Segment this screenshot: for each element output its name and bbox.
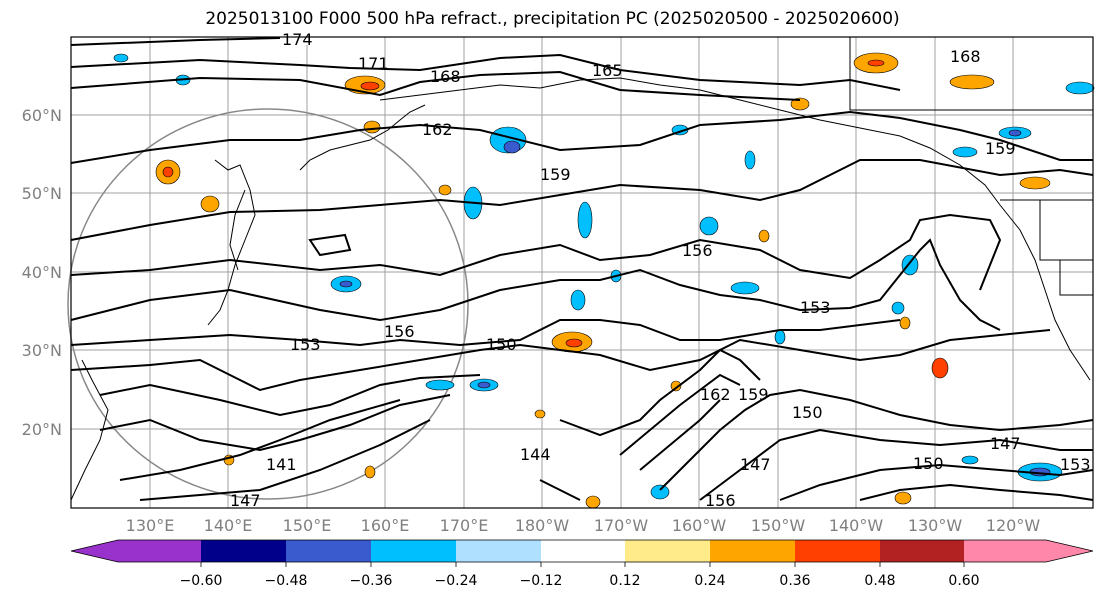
- contour-label-147-east: 147: [990, 434, 1021, 453]
- colorbar-segment: [541, 540, 625, 562]
- contour-label-156-bottom: 156: [705, 491, 736, 510]
- colorbar-tick-label: −0.60: [180, 573, 223, 589]
- colorbar-segment: [456, 540, 541, 562]
- contour-label-174: 174: [282, 30, 313, 49]
- lon-label-170w: 170°W: [594, 516, 649, 535]
- lon-label-140e: 140°E: [204, 516, 253, 535]
- contour-label-165: 165: [592, 61, 623, 80]
- contour-label-162: 162: [422, 120, 453, 139]
- map-frame: [70, 36, 1094, 509]
- contour-label-153-east: 153: [800, 298, 831, 317]
- colorbar-segment: [795, 540, 880, 562]
- contour-label-147: 147: [230, 491, 261, 510]
- contour-label-156: 156: [384, 322, 415, 341]
- contour-label-150-se: 150: [913, 454, 944, 473]
- lon-label-150w: 150°W: [751, 516, 806, 535]
- lat-label-30n: 30°N: [22, 341, 62, 360]
- lon-label-140w: 140°W: [829, 516, 884, 535]
- colorbar-tick-label: 0.48: [864, 573, 895, 589]
- colorbar-segment: [880, 540, 964, 562]
- lat-label-60n: 60°N: [22, 106, 62, 125]
- contour-label-159: 159: [540, 165, 571, 184]
- colorbar-segment: [625, 540, 710, 562]
- contour-label-159-mid: 159: [738, 385, 769, 404]
- contour-label-168: 168: [430, 67, 461, 86]
- lon-label-130w: 130°W: [908, 516, 963, 535]
- colorbar-tick-label: −0.36: [350, 573, 393, 589]
- lon-label-180w: 180°W: [515, 516, 570, 535]
- lat-labels: 60°N 50°N 40°N 30°N 20°N: [22, 106, 62, 439]
- precip-positive: [155, 52, 1051, 509]
- contour-label-144: 144: [520, 445, 551, 464]
- colorbar-extend-high: [964, 540, 1093, 562]
- precip-negative: [113, 53, 1095, 500]
- colorbar-extend-low: [71, 540, 201, 562]
- colorbar-tick-label: 0.12: [609, 573, 640, 589]
- contour-label-150-east: 150: [792, 403, 823, 422]
- contour-label-150: 150: [486, 335, 517, 354]
- coastlines: [70, 37, 1093, 501]
- contour-label-168-east: 168: [950, 47, 981, 66]
- colorbar-segment: [286, 540, 371, 562]
- lon-label-170e: 170°E: [440, 516, 489, 535]
- lon-label-150e: 150°E: [283, 516, 332, 535]
- contour-label-156-east: 156: [682, 241, 713, 260]
- colorbar-tick-label: −0.12: [520, 573, 563, 589]
- contour-label-147-mid: 147: [740, 455, 771, 474]
- lon-label-160e: 160°E: [361, 516, 410, 535]
- contour-label-171: 171: [358, 54, 389, 73]
- colorbar-tick-label: −0.48: [265, 573, 308, 589]
- lat-label-50n: 50°N: [22, 184, 62, 203]
- colorbar-tick-label: 0.60: [948, 573, 979, 589]
- range-circle: [67, 108, 469, 500]
- refractivity-contours: [70, 37, 1094, 501]
- contour-label-153: 153: [290, 335, 321, 354]
- colorbar-segment: [201, 540, 286, 562]
- lon-label-130e: 130°E: [126, 516, 175, 535]
- contour-label-159-east: 159: [985, 139, 1016, 158]
- contour-label-153-se: 153: [1060, 455, 1091, 474]
- colorbar: −0.60 −0.48 −0.36 −0.24 −0.12 0.12 0.24 …: [70, 539, 1094, 589]
- colorbar-segment: [371, 540, 456, 562]
- colorbar-tick-label: −0.24: [435, 573, 478, 589]
- lon-label-160w: 160°W: [672, 516, 727, 535]
- lon-label-120w: 120°W: [986, 516, 1041, 535]
- colorbar-tick-label: 0.36: [779, 573, 810, 589]
- contour-label-141: 141: [266, 455, 297, 474]
- lat-label-40n: 40°N: [22, 263, 62, 282]
- colorbar-tick-label: 0.24: [694, 573, 725, 589]
- map-title: 2025013100 F000 500 hPa refract., precip…: [205, 9, 900, 29]
- lat-label-20n: 20°N: [22, 420, 62, 439]
- colorbar-segment: [710, 540, 795, 562]
- contour-labels: 174 171 168 165 162 159 156 153 150 147 …: [230, 30, 1091, 510]
- contour-label-162-mid: 162: [700, 385, 731, 404]
- lon-labels: 130°E 140°E 150°E 160°E 170°E 180°W 170°…: [126, 516, 1041, 535]
